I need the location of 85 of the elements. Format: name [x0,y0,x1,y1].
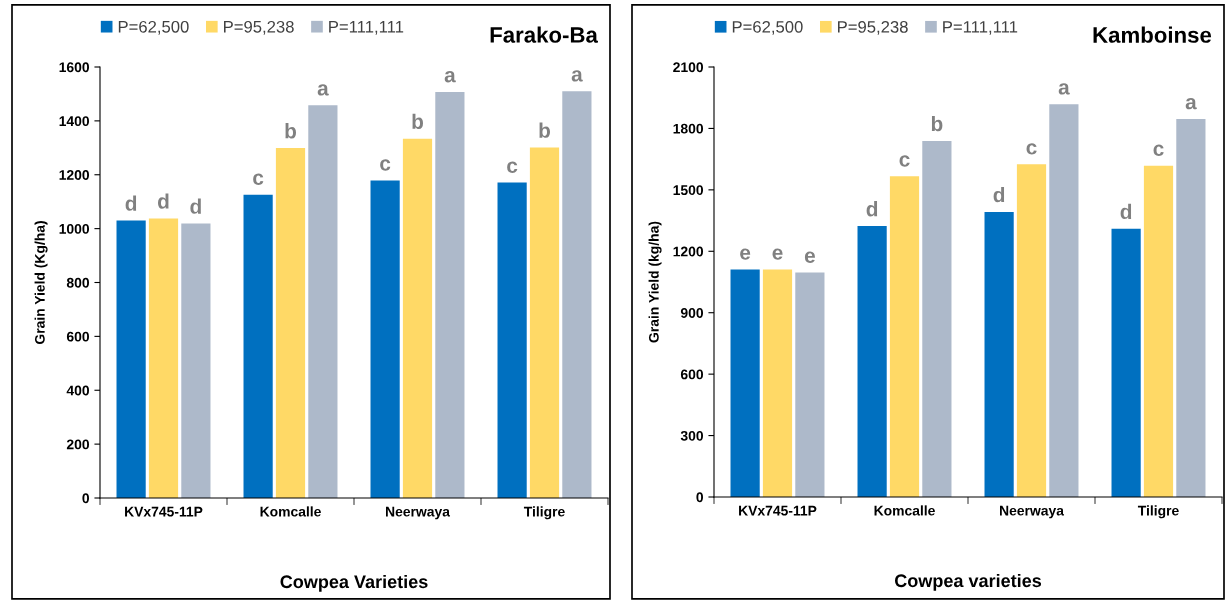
data-label: b [539,122,551,138]
legend-label: P=62,500 [118,20,189,35]
y-tick-label: 1400 [59,116,90,127]
bar [795,272,825,497]
data-label: d [866,201,878,217]
bar [181,223,211,498]
bar [148,218,179,498]
bar [1016,164,1047,497]
x-axis-title: Cowpea Varieties [280,574,428,592]
chart-title: Kamboinse [1093,26,1212,43]
data-label: c [507,161,518,173]
data-label: e [740,248,751,260]
x-tick-label: Komcalle [260,506,321,517]
data-label: b [931,115,943,132]
x-tick-label: KVx745-11P [739,505,817,516]
bar [308,105,338,498]
data-label: a [444,70,456,83]
data-label: c [380,159,391,171]
y-tick-label: 1000 [59,223,90,234]
bar [984,211,1014,497]
x-tick-label: Komcalle [874,505,935,516]
x-tick-label: Neerwaya [1000,505,1065,519]
y-tick-label: 600 [66,331,90,342]
data-label: d [993,187,1005,203]
bar [116,220,146,498]
data-label: a [317,84,329,96]
y-tick-label: 1200 [673,246,704,257]
legend-label: P=62,500 [732,20,803,35]
y-tick-label: 900 [680,308,704,318]
y-tick-label: 600 [680,369,704,380]
x-tick-label: Tiligre [1137,505,1179,519]
chart-title: Farako-Ba [490,26,598,43]
y-tick-label: 1800 [673,123,704,134]
data-label: e [804,251,815,263]
data-label: e [772,248,783,260]
data-label: a [571,70,583,82]
data-label: d [125,195,137,211]
bar [1111,228,1141,497]
y-tick-label: 2100 [673,62,704,73]
data-label: a [1185,97,1197,110]
data-label: b [412,113,424,129]
data-label: d [157,193,169,209]
bar [857,226,887,497]
y-axis-title: Grain Yield (kg/ha) [648,221,662,343]
legend-label: P=111,111 [329,21,404,35]
bar [1049,104,1079,497]
bar [243,194,273,498]
bar [275,148,306,498]
legend-label: P=95,238 [224,20,294,35]
bar [435,92,465,498]
bar [370,180,400,498]
bar [1143,165,1174,497]
y-tick-label: 200 [66,439,90,450]
data-label: c [1026,143,1037,155]
data-label: c [1153,144,1164,157]
data-label: c [899,155,910,167]
y-tick-label: 1200 [59,170,90,180]
bar [497,182,527,498]
x-tick-label: Tiligre [523,506,565,520]
data-label: b [285,123,297,139]
data-label: a [1058,83,1070,95]
y-tick-label: 800 [66,277,90,288]
bar [762,269,793,497]
x-tick-label: Neerwaya [386,506,451,520]
y-tick-label: 0 [696,492,704,503]
y-tick-label: 1600 [59,62,90,73]
y-tick-label: 0 [82,493,90,504]
bar [529,147,560,498]
bar [402,138,433,498]
y-tick-label: 400 [66,385,90,396]
data-label: c [253,173,264,186]
bar [562,91,592,498]
bar [922,140,952,497]
bar [730,269,760,497]
y-tick-label: 1500 [673,185,704,196]
y-tick-label: 300 [680,430,704,441]
legend-label: P=111,111 [943,21,1018,35]
data-label: d [190,198,201,214]
legend-label: P=95,238 [838,20,908,35]
x-tick-label: KVx745-11P [125,506,203,517]
bar [889,176,920,497]
y-axis-title: Grain Yield (Kg/ha) [34,221,48,345]
x-axis-title: Cowpea varieties [894,573,1042,591]
data-label: d [1120,203,1132,220]
bar [1176,119,1206,497]
